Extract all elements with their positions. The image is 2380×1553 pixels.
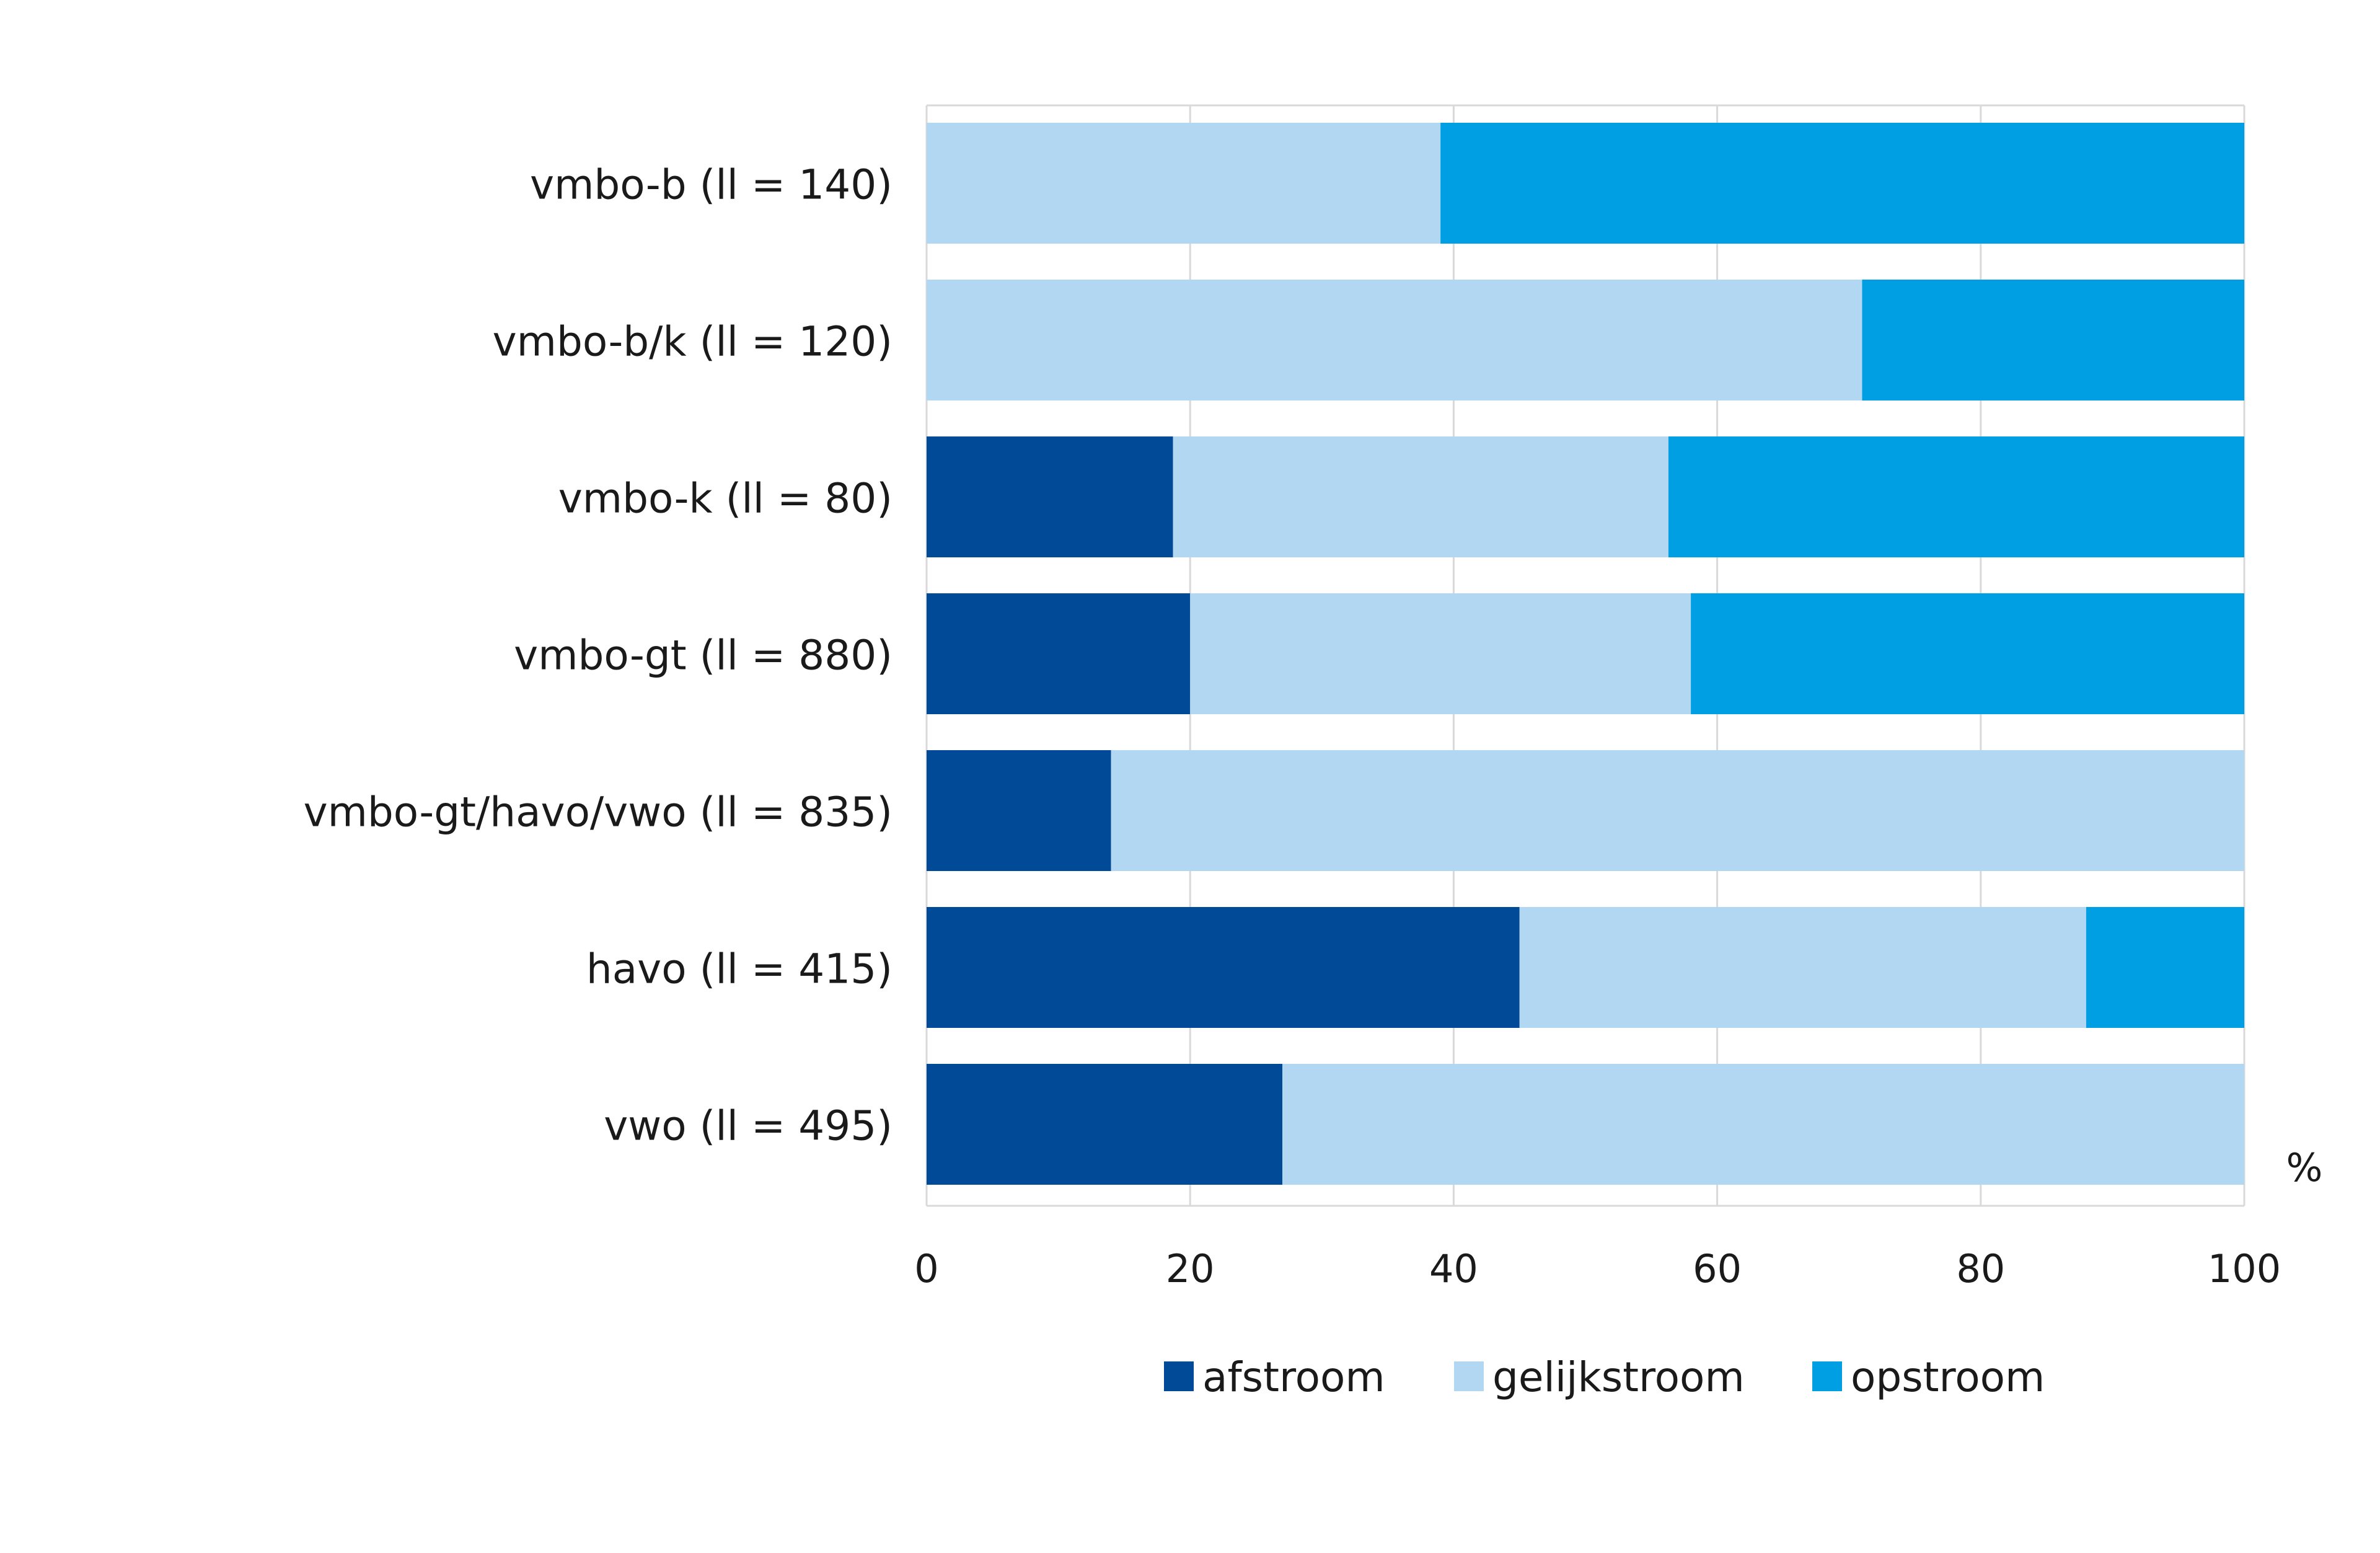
legend-label-gelijkstroom: gelijkstroom bbox=[1492, 1353, 1745, 1401]
bars bbox=[927, 123, 2244, 1185]
bar-gelijkstroom-5 bbox=[1519, 907, 2086, 1028]
legend-swatch-afstroom bbox=[1164, 1361, 1194, 1391]
bar-afstroom-2 bbox=[927, 436, 1173, 557]
bar-gelijkstroom-6 bbox=[1282, 1064, 2244, 1185]
x-tick-label: 20 bbox=[1166, 1246, 1215, 1291]
bar-gelijkstroom-0 bbox=[927, 123, 1441, 244]
x-tick-label: 100 bbox=[2208, 1246, 2281, 1291]
bar-afstroom-4 bbox=[927, 750, 1111, 871]
bar-opstroom-1 bbox=[1862, 280, 2244, 400]
bar-afstroom-5 bbox=[927, 907, 1520, 1028]
category-label: havo (ll = 415) bbox=[586, 945, 892, 993]
bar-afstroom-6 bbox=[927, 1064, 1283, 1185]
legend-swatch-gelijkstroom bbox=[1454, 1361, 1484, 1391]
axes bbox=[927, 104, 2244, 1207]
category-label: vmbo-gt/havo/vwo (ll = 835) bbox=[304, 789, 892, 836]
category-label: vmbo-gt (ll = 880) bbox=[514, 632, 892, 679]
bar-gelijkstroom-2 bbox=[1173, 436, 1668, 557]
x-axis-unit-label: % bbox=[2286, 1145, 2323, 1190]
category-label: vmbo-b (ll = 140) bbox=[530, 161, 892, 209]
x-tick-label: 80 bbox=[1956, 1246, 2005, 1291]
bar-opstroom-2 bbox=[1668, 436, 2244, 557]
labels: vmbo-b (ll = 140) vmbo-b/k (ll = 120) vmbo… bbox=[304, 161, 2323, 1292]
x-tick-label: 40 bbox=[1429, 1246, 1478, 1291]
bar-opstroom-3 bbox=[1691, 593, 2244, 714]
bar-gelijkstroom-3 bbox=[1190, 593, 1691, 714]
bar-opstroom-5 bbox=[2086, 907, 2244, 1028]
bar-opstroom-0 bbox=[1440, 123, 2244, 244]
bar-gelijkstroom-1 bbox=[927, 280, 1862, 400]
category-label: vmbo-k (ll = 80) bbox=[558, 475, 892, 523]
legend-label-opstroom: opstroom bbox=[1851, 1353, 2045, 1401]
legend-swatch-opstroom bbox=[1812, 1361, 1842, 1391]
bar-afstroom-3 bbox=[927, 593, 1191, 714]
bar-gelijkstroom-4 bbox=[1111, 750, 2244, 871]
legend-label-afstroom: afstroom bbox=[1202, 1353, 1385, 1401]
legend: afstroom gelijkstroom opstroom bbox=[1164, 1353, 2045, 1401]
category-label: vmbo-b/k (ll = 120) bbox=[493, 318, 892, 366]
category-label: vwo (ll = 495) bbox=[604, 1102, 892, 1150]
x-tick-label: 60 bbox=[1693, 1246, 1742, 1291]
x-tick-label: 0 bbox=[914, 1246, 938, 1291]
